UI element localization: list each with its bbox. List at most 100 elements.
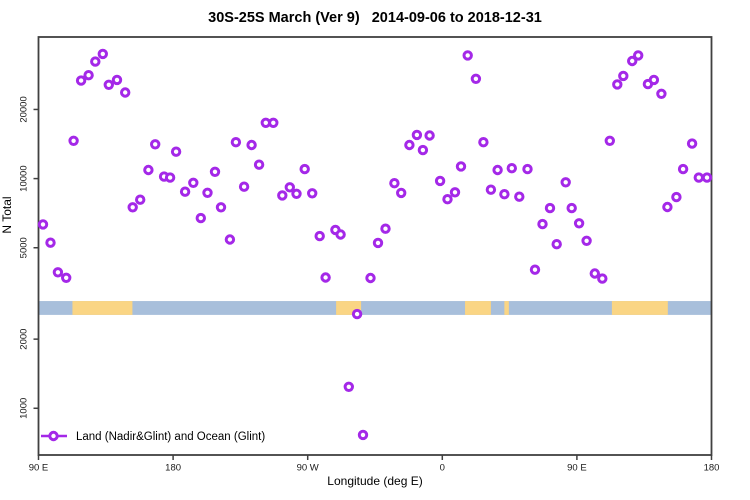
data-point (396, 187, 407, 199)
y-tick-label: 10000 (19, 165, 30, 191)
data-point (449, 187, 461, 198)
data-point (291, 188, 302, 200)
data-point (97, 48, 109, 60)
chart-title: 30S-25S March (Ver 9) 2014-09-06 to 2018… (208, 10, 542, 26)
axis-ticks: 90 E 180 90 W 0 90 E 180 1000 2000 5000 10000 2000… (19, 96, 720, 473)
data-point (566, 202, 577, 214)
data-point (202, 187, 213, 199)
legend-label: Land (Nadir&Glint) and Ocean (Glint) (76, 431, 265, 443)
data-point (618, 70, 629, 82)
data-point (45, 237, 56, 248)
data-point (365, 272, 376, 284)
land-band-segment (72, 301, 133, 315)
data-point (170, 146, 182, 157)
data-point (424, 130, 435, 141)
data-point (417, 144, 429, 156)
ocean-band-segment (38, 301, 712, 315)
data-point (268, 117, 279, 129)
data-point (537, 218, 548, 230)
data-point (195, 212, 207, 224)
data-point (90, 56, 101, 67)
data-point (120, 87, 131, 98)
data-point (150, 139, 161, 150)
data-point (522, 163, 533, 175)
data-point (357, 429, 369, 441)
data-point (284, 182, 295, 193)
data-point (612, 79, 623, 90)
data-point (560, 177, 571, 188)
data-point (320, 272, 331, 283)
y-tick-label: 2000 (19, 329, 30, 350)
data-point (648, 74, 660, 86)
x-tick-label: 180 (704, 463, 720, 474)
data-point (529, 264, 541, 275)
data-point (514, 191, 525, 202)
data-point (164, 172, 176, 183)
data-point (462, 50, 473, 61)
data-point (589, 268, 600, 279)
data-point (127, 202, 138, 213)
x-tick-label: 90 W (297, 463, 319, 474)
data-point (188, 177, 199, 189)
x-axis-title: Longitude (deg E) (327, 474, 423, 488)
data-point (230, 137, 242, 148)
data-point (604, 135, 615, 147)
legend-marker-icon (48, 430, 59, 442)
data-point (656, 88, 667, 100)
legend: Land (Nadir&Glint) and Ocean (Glint) (41, 430, 265, 443)
data-point (37, 219, 49, 230)
data-point (83, 70, 94, 81)
data-point (111, 74, 123, 86)
data-point (581, 235, 592, 247)
y-tick-label: 5000 (19, 237, 30, 258)
data-point (442, 194, 453, 205)
data-point (389, 178, 400, 189)
x-tick-label: 90 E (567, 463, 587, 474)
data-point (411, 129, 423, 141)
data-point (343, 381, 354, 392)
data-point (404, 139, 415, 151)
data-point (135, 194, 146, 205)
data-point (455, 161, 467, 172)
data-point (506, 163, 517, 174)
data-point (671, 191, 682, 203)
data-point (492, 164, 503, 176)
data-point (380, 223, 391, 234)
data-point (75, 75, 87, 86)
data-point (103, 79, 115, 91)
data-point (224, 234, 236, 245)
data-point (693, 172, 704, 183)
data-point (335, 229, 346, 240)
data-point (499, 189, 510, 200)
data-point (68, 135, 79, 147)
data-point (434, 175, 446, 187)
data-point (209, 166, 221, 178)
data-point (478, 137, 489, 148)
y-tick-label: 1000 (19, 398, 30, 419)
data-point (238, 181, 250, 192)
y-tick-label: 20000 (19, 96, 30, 122)
data-point (627, 55, 638, 67)
data-point (351, 308, 363, 320)
land-band-segment (504, 301, 509, 315)
land-ocean-band (38, 301, 712, 315)
data-point (179, 186, 191, 197)
plot-border (37, 36, 713, 456)
data-point (253, 159, 265, 170)
data-point (544, 202, 556, 214)
data-point (60, 272, 72, 283)
data-point (470, 73, 482, 85)
data-point (372, 237, 384, 249)
data-point (215, 202, 227, 213)
x-tick-label: 90 E (29, 463, 49, 474)
x-tick-label: 180 (165, 463, 181, 474)
data-point (662, 201, 673, 213)
data-point (277, 190, 288, 201)
land-band-segment (465, 301, 491, 315)
data-point (307, 188, 318, 199)
data-point (299, 163, 310, 175)
data-point (485, 184, 497, 195)
x-tick-label: 0 (440, 463, 445, 474)
